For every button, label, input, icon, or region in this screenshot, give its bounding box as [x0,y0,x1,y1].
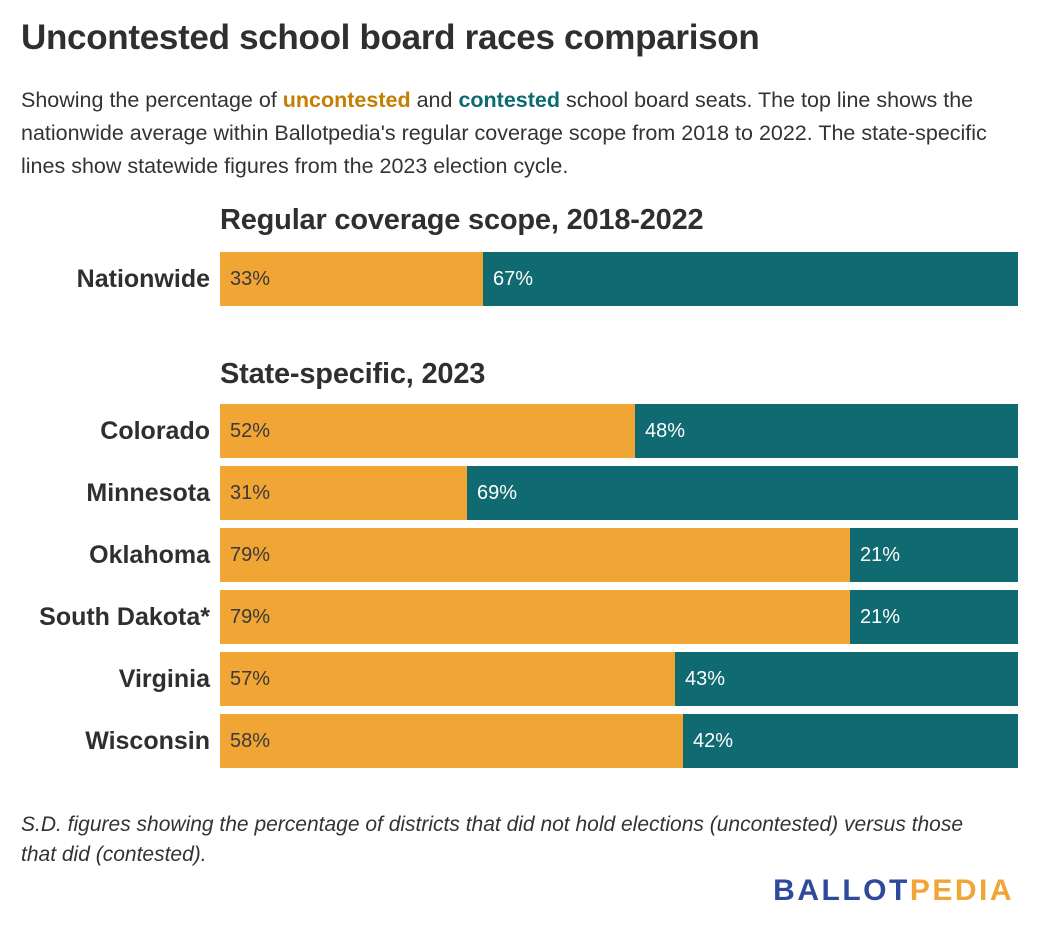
contested-value-label: 21% [860,544,901,566]
contested-bar: 67% [483,252,1018,306]
subtitle-text-3: school board seats. The top line shows t… [21,88,987,178]
contested-value-label: 42% [693,730,734,752]
category-label: Oklahoma [89,541,210,569]
category-label: South Dakota* [39,603,210,631]
subtitle-contested-keyword: contested [458,88,560,112]
uncontested-bar: 33% [220,252,483,306]
contested-value-label: 48% [645,420,686,442]
contested-value-label: 69% [477,482,518,504]
logo-text-ballot: BALLOT [773,874,910,907]
category-label: Virginia [118,665,210,693]
uncontested-value-label: 57% [230,668,271,690]
subtitle-uncontested-keyword: uncontested [282,88,411,112]
contested-bar: 69% [467,466,1018,520]
contested-bar: 42% [683,714,1018,768]
logo-text-pedia: PEDIA [909,874,1014,907]
uncontested-bar: 79% [220,528,850,582]
ballotpedia-logo: BALLOTPEDIA [773,874,1014,908]
bar-row: 58% 42% [220,714,1018,768]
uncontested-bar: 79% [220,590,850,644]
section-title: State-specific, 2023 [220,358,486,390]
uncontested-value-label: 33% [230,268,271,290]
contested-value-label: 21% [860,606,901,628]
category-label: Wisconsin [85,727,210,755]
category-label: Minnesota [86,479,210,507]
contested-bar: 43% [675,652,1018,706]
contested-value-label: 43% [685,668,726,690]
chart-title: Uncontested school board races compariso… [21,18,760,57]
bar-row: 79% 21% [220,590,1018,644]
uncontested-bar: 58% [220,714,683,768]
uncontested-value-label: 58% [230,730,271,752]
contested-bar: 48% [635,404,1018,458]
uncontested-value-label: 79% [230,544,271,566]
uncontested-value-label: 52% [230,420,271,442]
contested-bar: 21% [850,590,1018,644]
bar-row: 31% 69% [220,466,1018,520]
bar-row: 33% 67% [220,252,1018,306]
subtitle-text-1: Showing the percentage of [21,88,283,112]
uncontested-value-label: 79% [230,606,271,628]
uncontested-bar: 31% [220,466,467,520]
uncontested-value-label: 31% [230,482,271,504]
uncontested-bar: 52% [220,404,635,458]
bar-row: 79% 21% [220,528,1018,582]
footnote: S.D. figures showing the percentage of d… [21,813,964,866]
contested-bar: 21% [850,528,1018,582]
bar-row: 57% 43% [220,652,1018,706]
subtitle-text-2: and [410,88,459,112]
section-title: Regular coverage scope, 2018-2022 [220,204,704,236]
uncontested-bar: 57% [220,652,675,706]
category-label: Colorado [100,417,210,445]
bar-row: 52% 48% [220,404,1018,458]
chart-subtitle: Showing the percentage of uncontested an… [21,84,1021,183]
contested-value-label: 67% [493,268,534,290]
category-label: Nationwide [76,265,210,293]
